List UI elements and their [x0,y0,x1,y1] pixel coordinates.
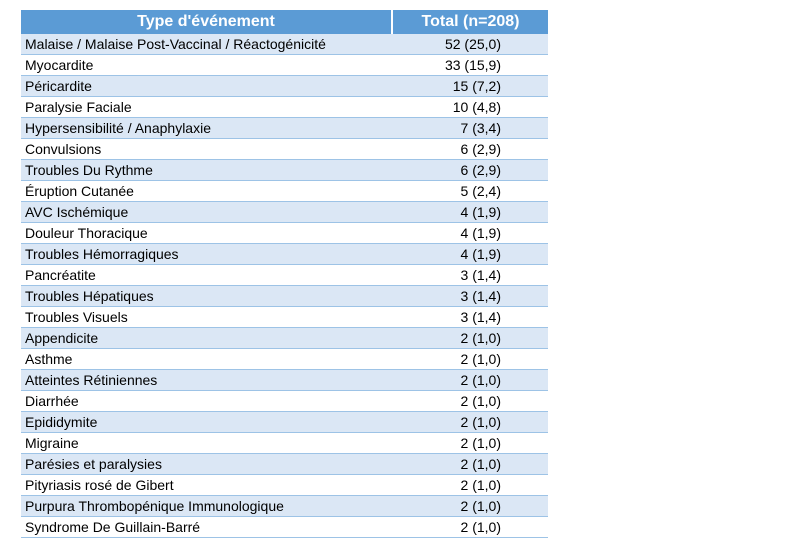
table-row: Douleur Thoracique 4 (1,9) [21,222,548,244]
table-row: Purpura Thrombopénique Immunologique 2 (1… [21,495,548,517]
table-body: Malaise / Malaise Post-Vaccinal / Réacto… [21,34,548,538]
table-row: Pancréatite 3 (1,4) [21,264,548,286]
event-type-cell: Convulsions [21,138,392,160]
event-type-cell: Troubles Hémorragiques [21,243,392,265]
event-total-cell: 4 (1,9) [392,243,548,265]
event-type-cell: Éruption Cutanée [21,180,392,202]
event-type-cell: Migraine [21,432,392,454]
table-row: Syndrome De Guillain-Barré 2 (1,0) [21,516,548,538]
table-header-row: Type d'événement Total (n=208) [21,10,548,34]
event-type-cell: Malaise / Malaise Post-Vaccinal / Réacto… [21,34,392,55]
event-total-cell: 10 (4,8) [392,96,548,118]
table-row: Migraine 2 (1,0) [21,432,548,454]
event-total-cell: 6 (2,9) [392,138,548,160]
event-type-cell: Purpura Thrombopénique Immunologique [21,495,392,517]
table-row: Hypersensibilité / Anaphylaxie 7 (3,4) [21,117,548,139]
event-total-cell: 4 (1,9) [392,222,548,244]
table-row: Atteintes Rétiniennes 2 (1,0) [21,369,548,391]
event-type-cell: Péricardite [21,75,392,97]
event-type-cell: Pityriasis rosé de Gibert [21,474,392,496]
event-total-cell: 2 (1,0) [392,432,548,454]
event-total-cell: 15 (7,2) [392,75,548,97]
table-row: Myocardite 33 (15,9) [21,54,548,76]
table-row: Appendicite 2 (1,0) [21,327,548,349]
event-type-cell: Appendicite [21,327,392,349]
adverse-events-table: Type d'événement Total (n=208) Malaise /… [21,10,548,538]
table-row: Troubles Hémorragiques 4 (1,9) [21,243,548,265]
event-type-cell: Diarrhée [21,390,392,412]
table-row: Asthme 2 (1,0) [21,348,548,370]
event-type-cell: AVC Ischémique [21,201,392,223]
event-total-cell: 2 (1,0) [392,411,548,433]
event-total-cell: 2 (1,0) [392,474,548,496]
event-total-cell: 3 (1,4) [392,264,548,286]
event-type-cell: Troubles Hépatiques [21,285,392,307]
event-type-cell: Paralysie Faciale [21,96,392,118]
event-type-cell: Atteintes Rétiniennes [21,369,392,391]
table-row: Troubles Hépatiques 3 (1,4) [21,285,548,307]
event-total-cell: 2 (1,0) [392,516,548,538]
table-row: Malaise / Malaise Post-Vaccinal / Réacto… [21,34,548,55]
event-total-cell: 2 (1,0) [392,369,548,391]
table-row: Troubles Visuels 3 (1,4) [21,306,548,328]
event-type-cell: Douleur Thoracique [21,222,392,244]
event-total-cell: 2 (1,0) [392,453,548,475]
event-type-cell: Troubles Du Rythme [21,159,392,181]
event-total-cell: 3 (1,4) [392,285,548,307]
table-row: Péricardite 15 (7,2) [21,75,548,97]
event-total-cell: 7 (3,4) [392,117,548,139]
event-total-cell: 5 (2,4) [392,180,548,202]
event-total-cell: 4 (1,9) [392,201,548,223]
event-total-cell: 2 (1,0) [392,327,548,349]
event-type-cell: Asthme [21,348,392,370]
event-type-cell: Troubles Visuels [21,306,392,328]
table-row: Convulsions 6 (2,9) [21,138,548,160]
event-type-cell: Syndrome De Guillain-Barré [21,516,392,538]
event-type-cell: Parésies et paralysies [21,453,392,475]
table-row: Troubles Du Rythme 6 (2,9) [21,159,548,181]
event-total-cell: 2 (1,0) [392,495,548,517]
table-row: Diarrhée 2 (1,0) [21,390,548,412]
event-total-cell: 33 (15,9) [392,54,548,76]
event-total-cell: 3 (1,4) [392,306,548,328]
table-row: Paralysie Faciale 10 (4,8) [21,96,548,118]
event-type-cell: Myocardite [21,54,392,76]
table-row: Epididymite 2 (1,0) [21,411,548,433]
header-total: Total (n=208) [392,10,548,34]
table-row: Pityriasis rosé de Gibert 2 (1,0) [21,474,548,496]
event-total-cell: 2 (1,0) [392,348,548,370]
table-row: Parésies et paralysies 2 (1,0) [21,453,548,475]
table-row: AVC Ischémique 4 (1,9) [21,201,548,223]
event-total-cell: 52 (25,0) [392,34,548,55]
event-type-cell: Pancréatite [21,264,392,286]
table-row: Éruption Cutanée 5 (2,4) [21,180,548,202]
event-total-cell: 2 (1,0) [392,390,548,412]
event-type-cell: Epididymite [21,411,392,433]
header-event-type: Type d'événement [21,10,393,34]
event-type-cell: Hypersensibilité / Anaphylaxie [21,117,392,139]
event-total-cell: 6 (2,9) [392,159,548,181]
